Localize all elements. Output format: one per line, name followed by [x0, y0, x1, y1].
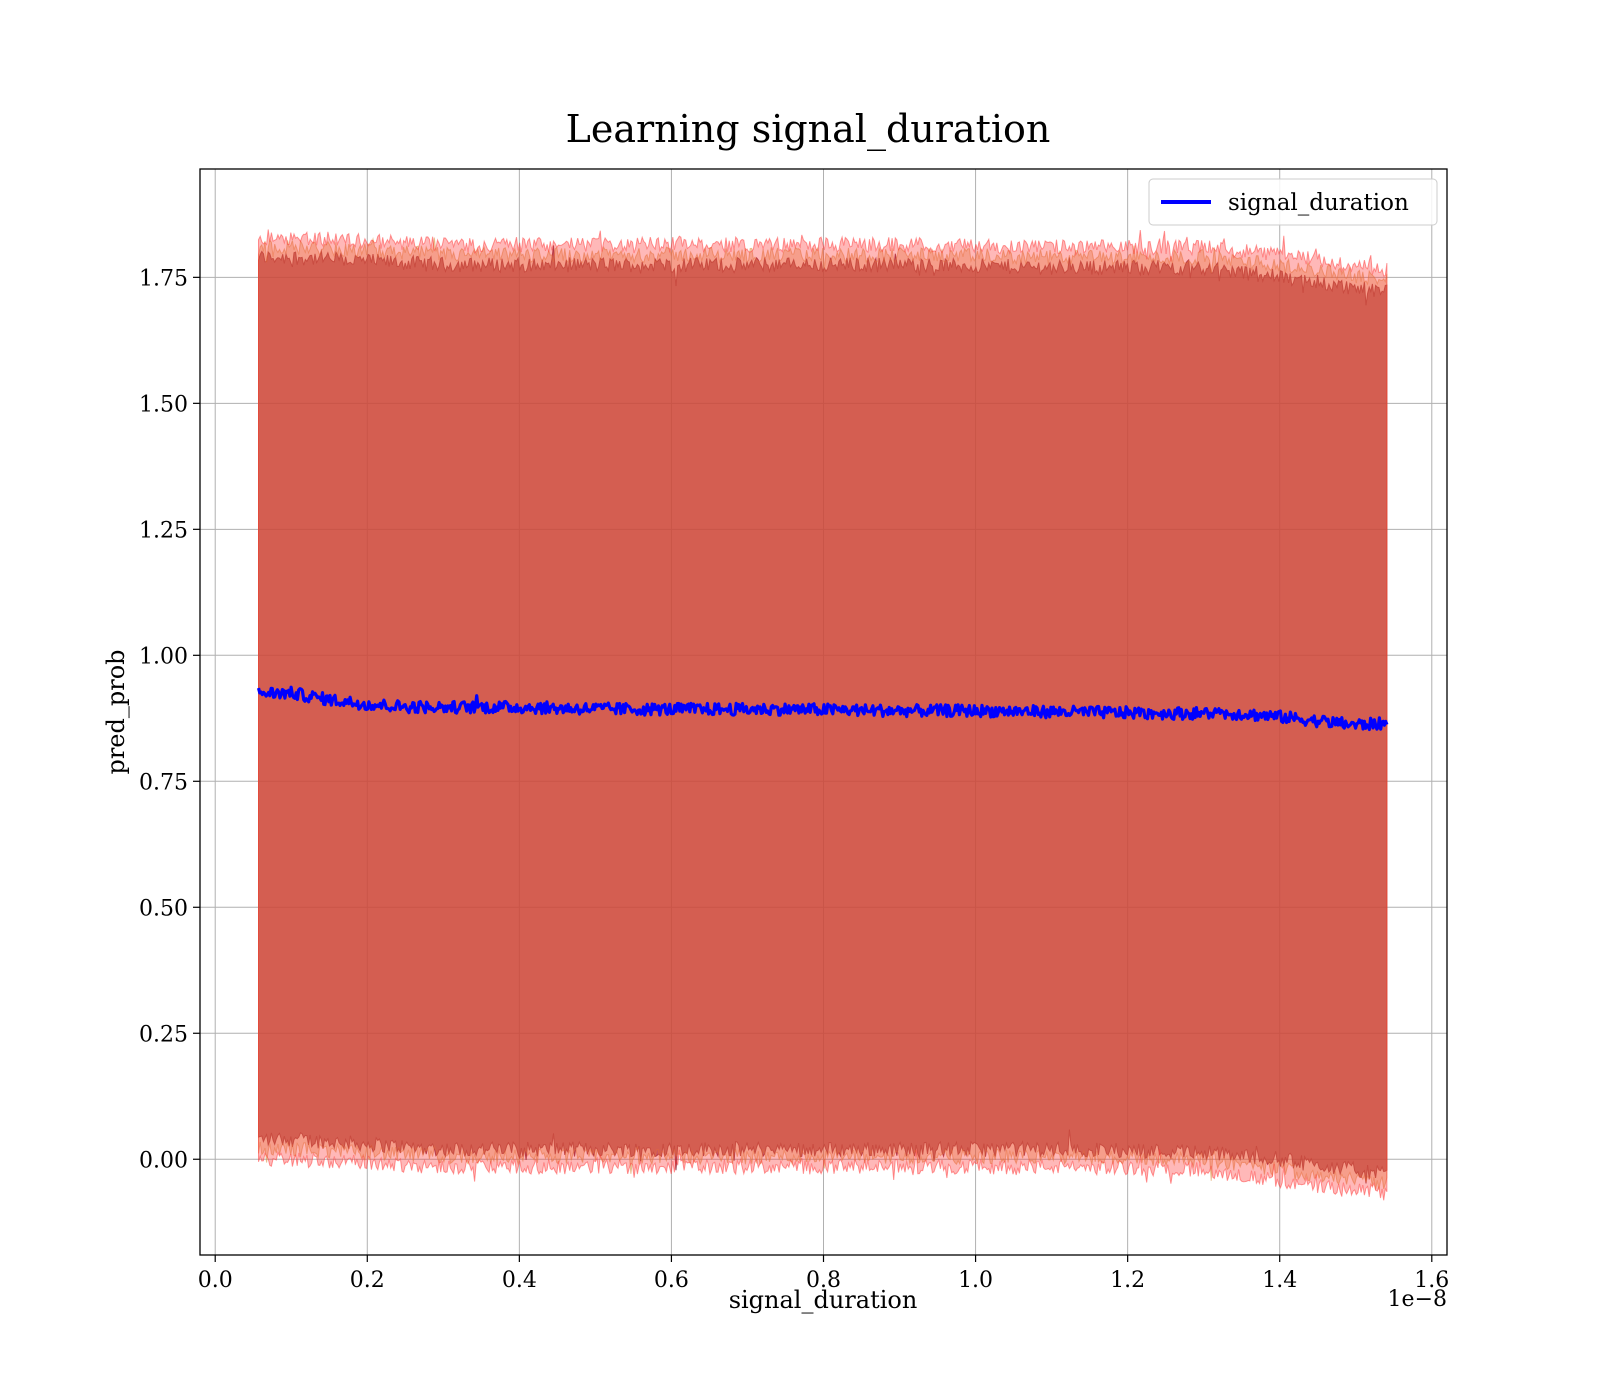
series-line-signal-duration [256, 685, 1389, 732]
y-tick-label: 1.00 [139, 644, 188, 669]
x-axis-label: signal_duration [729, 1286, 918, 1314]
y-tick-label: 0.25 [139, 1022, 188, 1047]
y-axis-ticks: 0.00 0.25 0.50 0.75 1.00 1.25 1.50 1.75 [139, 266, 200, 1173]
legend-box [1148, 178, 1438, 226]
y-axis-label: pred_prob [102, 649, 130, 774]
y-tick-label: 1.50 [139, 392, 188, 417]
x-axis-ticks: 0.0 0.2 0.4 0.6 0.8 1.0 1.2 1.4 1.6 [198, 1255, 1449, 1293]
chart-title: Learning signal_duration [566, 107, 1051, 152]
y-tick-label: 1.75 [139, 266, 188, 291]
x-tick-label: 0.6 [654, 1268, 689, 1293]
x-tick-label: 1.2 [1110, 1268, 1145, 1293]
y-tick-label: 0.50 [139, 896, 188, 921]
x-tick-label: 0.2 [350, 1268, 385, 1293]
y-tick-label: 0.75 [139, 770, 188, 795]
y-tick-label: 1.25 [139, 518, 188, 543]
x-tick-label: 0.4 [502, 1268, 537, 1293]
series-lines [256, 685, 1389, 732]
x-tick-label: 1.4 [1262, 1268, 1297, 1293]
y-tick-label: 0.00 [139, 1148, 188, 1173]
legend-label-signal-duration: signal_duration [1228, 190, 1409, 216]
legend: signal_duration [1148, 178, 1438, 226]
uncertainty-bands [258, 229, 1388, 1201]
x-tick-label: 0.8 [806, 1268, 841, 1293]
x-offset-text: 1e−8 [1388, 1287, 1447, 1312]
x-tick-label: 0.0 [198, 1268, 233, 1293]
x-tick-label: 1.6 [1414, 1268, 1449, 1293]
x-tick-label: 1.0 [958, 1268, 993, 1293]
